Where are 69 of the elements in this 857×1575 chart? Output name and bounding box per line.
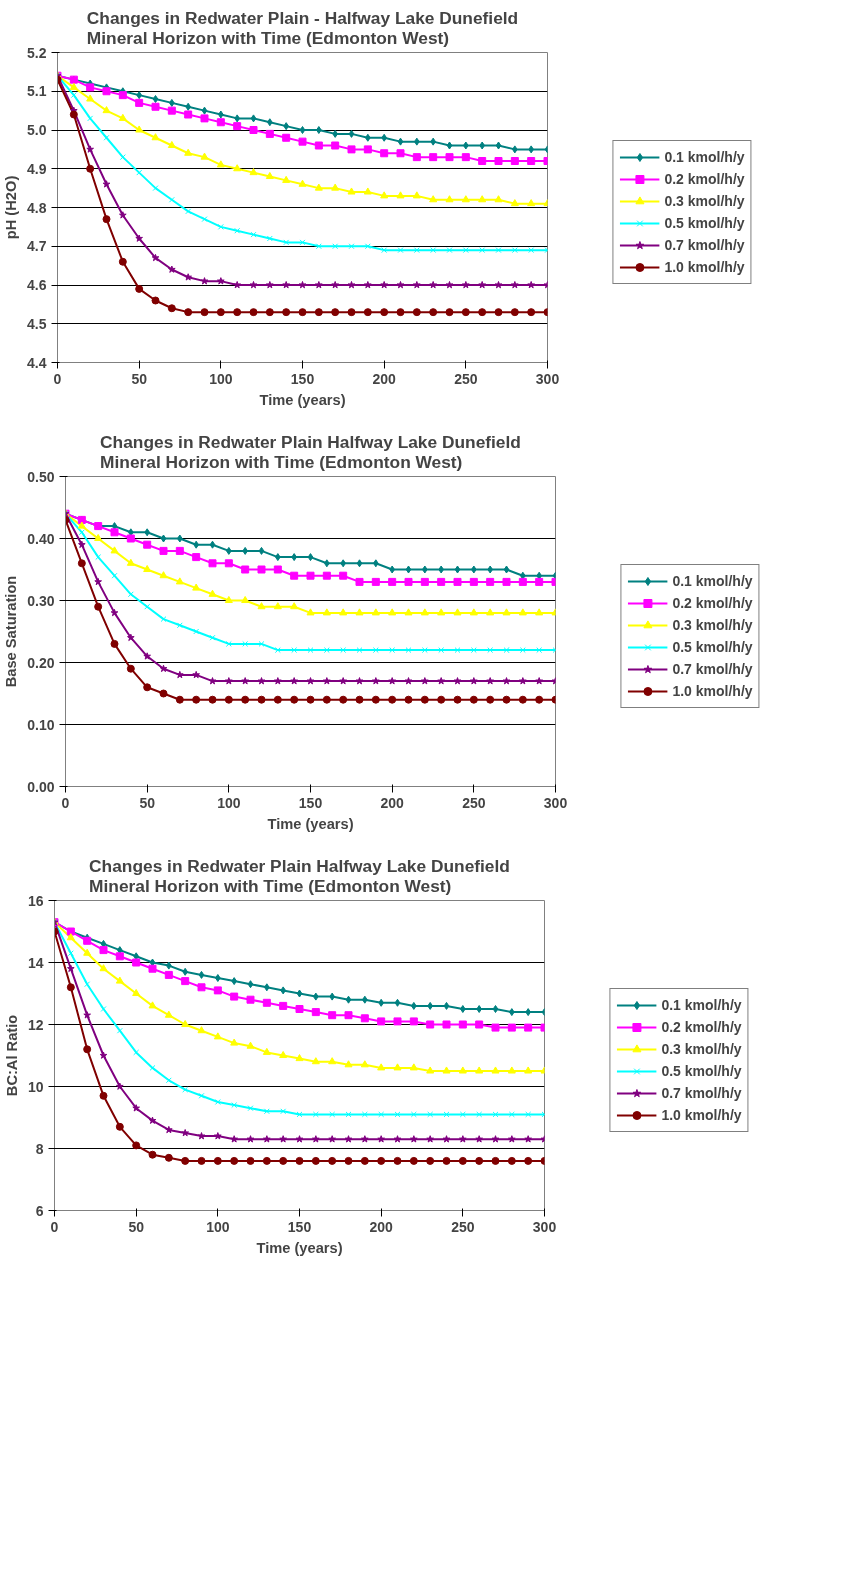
y-tick-label: 0.40	[27, 530, 55, 547]
x-axis-title: Time (years)	[259, 391, 346, 408]
x-tick-label: 50	[131, 370, 148, 387]
x-tick-label: 150	[298, 794, 323, 811]
legend-label: 0.3 kmol/h/y	[661, 1041, 742, 1057]
y-tick-label: 0.20	[27, 654, 55, 671]
y-axis-title: pH (H2O)	[3, 175, 20, 240]
y-axis-title: Base Saturation	[3, 575, 20, 688]
legend-label: 0.7 kmol/h/y	[661, 1085, 742, 1101]
legend-label: 0.7 kmol/h/y	[672, 661, 753, 677]
x-axis-title: Time (years)	[267, 815, 354, 832]
legend-label: 0.5 kmol/h/y	[661, 1063, 742, 1079]
y-tick-label: 6	[35, 1202, 44, 1219]
x-tick-label: 0	[53, 370, 62, 387]
x-tick-label: 300	[532, 1218, 557, 1235]
legend-label: 0.7 kmol/h/y	[664, 237, 745, 253]
x-tick-label: 50	[128, 1218, 145, 1235]
x-tick-label: 250	[451, 1218, 475, 1235]
legend-label: 1.0 kmol/h/y	[672, 683, 753, 699]
y-tick-label: 4.9	[27, 160, 47, 177]
legend-label: 1.0 kmol/h/y	[664, 259, 745, 275]
x-tick-label: 200	[369, 1218, 394, 1235]
legend-label: 0.1 kmol/h/y	[661, 997, 742, 1013]
y-tick-label: 5.2	[27, 44, 47, 61]
y-tick-label: 5.1	[27, 83, 47, 100]
y-tick-label: 0.30	[27, 592, 55, 609]
y-tick-label: 8	[35, 1140, 44, 1157]
y-tick-label: 14	[27, 954, 44, 971]
y-tick-label: 4.4	[27, 354, 47, 371]
x-tick-label: 150	[287, 1218, 312, 1235]
x-tick-label: 300	[535, 370, 560, 387]
y-tick-label: 10	[27, 1078, 44, 1095]
x-tick-label: 50	[139, 794, 156, 811]
x-axis-title: Time (years)	[256, 1239, 343, 1256]
legend-label: 0.3 kmol/h/y	[664, 193, 745, 209]
y-tick-label: 4.6	[27, 277, 47, 293]
x-tick-label: 250	[454, 370, 478, 387]
legend-label: 0.2 kmol/h/y	[661, 1019, 742, 1035]
legend-label: 0.5 kmol/h/y	[664, 215, 745, 231]
y-tick-label: 12	[27, 1016, 44, 1033]
legend-label: 0.2 kmol/h/y	[664, 171, 745, 187]
y-tick-label: 4.8	[27, 199, 47, 216]
chart-title: Changes in Redwater Plain Halfway Lake Dunefield Mineral Horizon with Time (Edmonton West)	[89, 855, 510, 896]
y-tick-label: 4.7	[27, 238, 47, 255]
y-tick-label: 5.0	[27, 122, 47, 138]
y-tick-label: 0.00	[27, 778, 55, 795]
x-tick-label: 300	[543, 794, 568, 811]
legend-label: 1.0 kmol/h/y	[661, 1107, 742, 1123]
y-tick-label: 4.5	[27, 315, 47, 332]
x-tick-label: 100	[206, 1218, 230, 1235]
legend-label: 0.5 kmol/h/y	[672, 639, 753, 655]
y-tick-label: 16	[27, 892, 44, 909]
y-tick-label: 0.50	[27, 468, 55, 485]
chart-title: Changes in Redwater Plain Halfway Lake Dunefield Mineral Horizon with Time (Edmonton West)	[100, 431, 521, 472]
x-tick-label: 250	[462, 794, 486, 811]
y-tick-label: 0.10	[27, 716, 55, 733]
x-tick-label: 0	[50, 1218, 59, 1235]
legend-label: 0.3 kmol/h/y	[672, 617, 753, 633]
legend-label: 0.1 kmol/h/y	[672, 573, 753, 589]
legend-label: 0.1 kmol/h/y	[664, 149, 745, 165]
x-tick-label: 100	[217, 794, 241, 811]
legend-label: 0.2 kmol/h/y	[672, 595, 753, 611]
x-tick-label: 0	[61, 794, 70, 811]
x-tick-label: 100	[209, 370, 233, 387]
x-tick-label: 200	[372, 370, 397, 387]
chart-title: Changes in Redwater Plain - Halfway Lake Dunefield Mineral Horizon with Time (Edmonton West)	[86, 7, 519, 48]
y-axis-title: BC:Al Ratio	[3, 1014, 20, 1097]
x-tick-label: 200	[380, 794, 405, 811]
x-tick-label: 150	[290, 370, 315, 387]
